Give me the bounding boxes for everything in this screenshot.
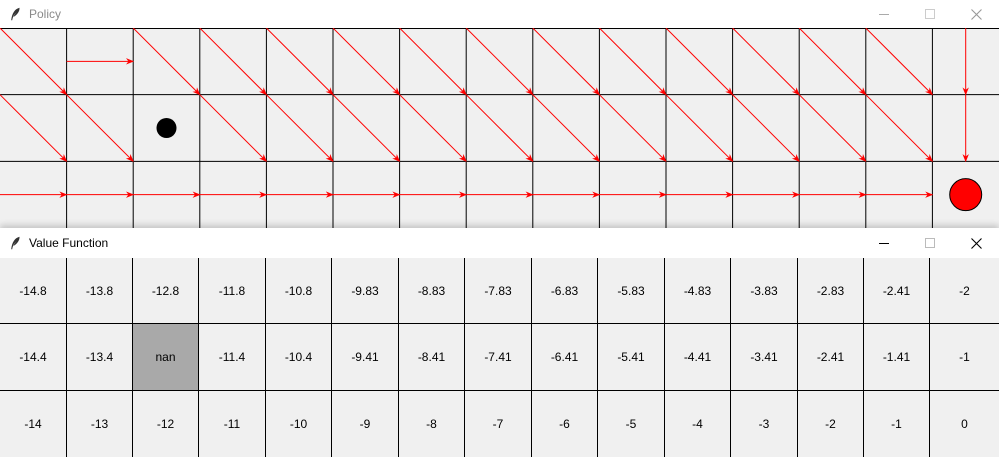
policy-arrow-down-right [798, 28, 867, 96]
value-cell: -1 [864, 391, 930, 457]
policy-arrow-down-right [199, 28, 267, 96]
policy-arrow-down-right [798, 94, 867, 162]
value-cell: -13 [67, 391, 133, 457]
value-cell: -13.4 [67, 324, 133, 391]
policy-window: Policy [0, 0, 999, 228]
value-cell: -6 [532, 391, 598, 457]
minimize-icon [879, 243, 889, 244]
policy-arrow-down-right [399, 28, 467, 96]
policy-arrow-down-right [732, 94, 800, 162]
policy-arrow-down-right [865, 94, 933, 162]
goal-marker [949, 178, 983, 212]
value-cell: -7 [465, 391, 532, 457]
feather-icon [9, 7, 21, 21]
value-cell: -7.41 [465, 324, 532, 391]
policy-arrow-down-right [0, 94, 68, 162]
value-cell: -8.41 [399, 324, 465, 391]
value-cell: -14.4 [0, 324, 67, 391]
close-icon [970, 237, 982, 249]
value-cell: -11 [199, 391, 266, 457]
policy-arrow-down-right [66, 94, 134, 162]
value-function-window: Value Function -14.8 -13.8 -12.8 -11.8 -10.8… [0, 228, 999, 457]
policy-maximize-button[interactable] [907, 0, 953, 28]
value-cell: -8 [399, 391, 465, 457]
value-cell: -5.41 [598, 324, 665, 391]
value-cell: -2 [930, 258, 999, 324]
policy-arrow-down-right [332, 28, 401, 96]
close-icon [970, 8, 982, 20]
policy-window-title: Policy [29, 7, 62, 21]
policy-arrow-down-right [465, 94, 534, 162]
value-cell: -6.41 [532, 324, 598, 391]
value-cell: -13.8 [67, 258, 133, 324]
maximize-icon [925, 238, 935, 248]
policy-arrow-down-right [332, 94, 401, 162]
policy-arrow-down-right [266, 28, 334, 96]
policy-arrow-down-right [132, 28, 201, 96]
value-cell: -2.41 [864, 258, 930, 324]
value-cell: -1.41 [864, 324, 930, 391]
value-cell: -14 [0, 391, 67, 457]
value-cell: -3 [731, 391, 798, 457]
value-cell: 0 [961, 417, 968, 431]
value-cell: -5 [598, 391, 665, 457]
value-cell: -10 [266, 391, 332, 457]
value-cell: -3.41 [731, 324, 798, 391]
value-cell: -12.8 [133, 258, 199, 324]
value-cell: -11.4 [199, 324, 266, 391]
value-maximize-button[interactable] [907, 228, 953, 258]
value-cell: -8.83 [399, 258, 465, 324]
policy-minimize-button[interactable] [861, 0, 907, 28]
value-cell: -4 [665, 391, 731, 457]
policy-arrow-down-right [599, 94, 667, 162]
value-cell: -14.8 [0, 258, 67, 324]
value-grid: -14.8 -13.8 -12.8 -11.8 -10.8 -9.83 -8.83 -7.83… [0, 258, 999, 457]
value-cell: -2 [798, 391, 864, 457]
value-cell-obstacle: nan [133, 324, 199, 391]
policy-arrow-down-right [665, 94, 734, 162]
value-cell: -4.83 [665, 258, 731, 324]
policy-arrow-down-right [732, 28, 800, 96]
policy-close-button[interactable] [953, 0, 999, 28]
value-cell: -9.41 [332, 324, 399, 391]
agent-marker [156, 118, 177, 138]
value-minimize-button[interactable] [861, 228, 907, 258]
value-cell: -1 [930, 324, 999, 391]
value-cell: -11.8 [199, 258, 266, 324]
value-cell: -4.41 [665, 324, 731, 391]
policy-arrow-down-right [865, 28, 933, 96]
value-close-button[interactable] [953, 228, 999, 258]
minimize-icon [879, 14, 889, 15]
policy-arrow-down-right [532, 94, 600, 162]
value-cell: -9.83 [332, 258, 399, 324]
policy-arrow-down-right [399, 94, 467, 162]
value-window-title: Value Function [29, 236, 109, 250]
value-titlebar[interactable]: Value Function [0, 228, 999, 258]
value-cell: -10.8 [266, 258, 332, 324]
policy-arrow-down-right [465, 28, 534, 96]
value-cell: -6.83 [532, 258, 598, 324]
maximize-icon [925, 9, 935, 19]
policy-canvas [0, 28, 999, 228]
policy-arrow-down-right [665, 28, 734, 96]
policy-titlebar[interactable]: Policy [0, 0, 999, 28]
feather-icon [9, 236, 21, 250]
value-cell: -7.83 [465, 258, 532, 324]
value-cell: -9 [332, 391, 399, 457]
policy-arrow-down-right [532, 28, 600, 96]
value-cell: -5.83 [598, 258, 665, 324]
value-cell: -2.41 [798, 324, 864, 391]
policy-arrow-down-right [199, 94, 267, 162]
policy-arrow-down-right [0, 28, 68, 96]
value-cell: -10.4 [266, 324, 332, 391]
value-cell: -3.83 [731, 258, 798, 324]
policy-arrow-down-right [266, 94, 334, 162]
value-cell: -12 [133, 391, 199, 457]
policy-arrow-down-right [599, 28, 667, 96]
value-cell: -2.83 [798, 258, 864, 324]
